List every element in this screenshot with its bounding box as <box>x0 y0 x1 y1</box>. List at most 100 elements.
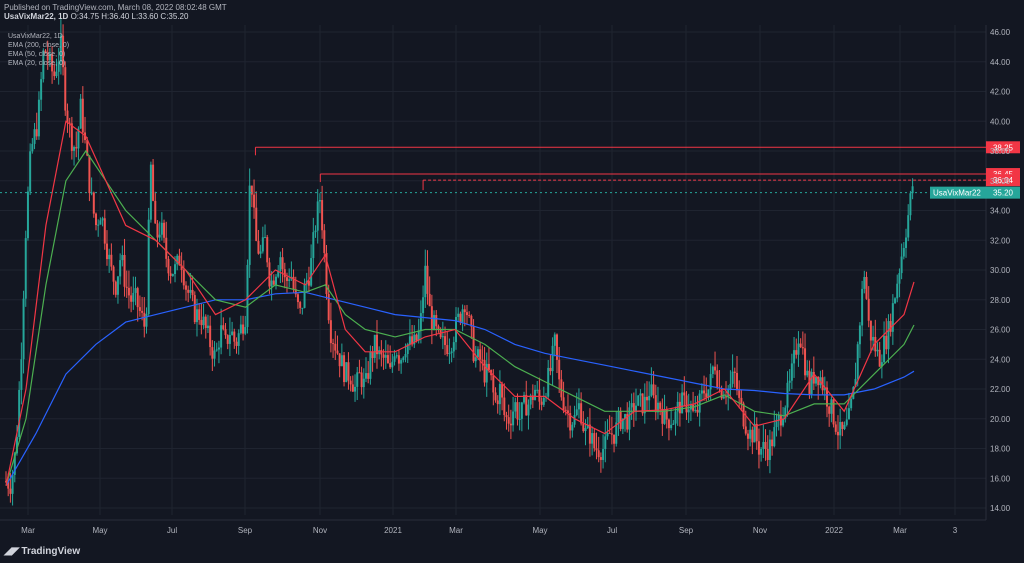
candle-body <box>68 122 71 124</box>
candle-body <box>154 200 157 224</box>
candle-body <box>613 434 616 444</box>
x-tick-label: Nov <box>753 526 767 535</box>
price-axis[interactable]: 14.00 16.00 18.00 20.00 22.00 24.00 26.00 28.00… <box>990 28 1011 513</box>
candle-body <box>163 222 166 238</box>
candle-body <box>136 288 139 308</box>
legend-ema-200[interactable]: EMA (200, close, 0) <box>8 42 70 49</box>
y-tick-label: 32.00 <box>990 236 1011 245</box>
candle-body <box>588 424 591 444</box>
candle-body <box>105 243 108 260</box>
candle-body <box>307 280 310 286</box>
candle-body <box>586 424 589 428</box>
legend-ema-50[interactable]: EMA (50, close, 0) <box>8 51 66 58</box>
candle-body <box>354 386 357 392</box>
candle-body <box>735 372 738 391</box>
candle-body <box>167 258 170 274</box>
time-axis[interactable]: Mar May Jul Sep Nov 2021 Mar May Jul Sep Nov 2022 Ma… <box>21 526 958 535</box>
candle-body <box>373 334 376 359</box>
candle-body <box>830 399 833 414</box>
candle-body <box>795 350 798 355</box>
candle-body <box>224 329 227 336</box>
candle-body <box>450 351 453 354</box>
candle-body <box>731 371 734 384</box>
candle-body <box>345 362 348 383</box>
candle-body <box>692 404 695 411</box>
candle-body <box>211 347 214 359</box>
candle-body <box>885 335 888 350</box>
candle-body <box>549 367 552 372</box>
candle-body <box>226 335 229 344</box>
candle-body <box>841 422 844 429</box>
candle-body <box>433 315 436 330</box>
candle-body <box>643 396 646 414</box>
candle-body <box>147 219 150 314</box>
candle-body <box>637 395 640 406</box>
candle-body <box>564 409 567 411</box>
x-tick-label: Mar <box>21 526 35 535</box>
candle-body <box>233 331 236 342</box>
candle-body <box>641 393 644 414</box>
candle-body <box>711 366 714 375</box>
candle-body <box>505 415 508 418</box>
candle-body <box>202 316 205 326</box>
candle-body <box>198 309 201 320</box>
candle-body <box>257 240 260 254</box>
candle-body <box>26 191 29 239</box>
candle-body <box>560 379 563 398</box>
candle-body <box>141 310 144 313</box>
candle-body <box>617 411 620 423</box>
candle-body <box>75 147 78 149</box>
candle-body <box>542 397 545 405</box>
candle-body <box>667 419 670 429</box>
x-tick-label: 3 <box>953 526 958 535</box>
candle-body <box>239 324 242 334</box>
candle-body <box>487 363 490 370</box>
candle-body <box>599 457 602 460</box>
legend-ema-20[interactable]: EMA (20, close, 0) <box>8 60 66 67</box>
candle-body <box>351 384 354 392</box>
candle-body <box>114 281 117 295</box>
candle-body <box>119 260 122 277</box>
candle-body <box>891 303 894 332</box>
candle-body <box>103 218 106 244</box>
candle-body <box>217 347 220 350</box>
candle-body <box>121 254 124 261</box>
candle-body <box>740 397 743 404</box>
y-tick-label: 30.00 <box>990 266 1011 275</box>
candle-body <box>411 336 414 345</box>
candle-body <box>169 273 172 276</box>
candle-body <box>661 408 664 424</box>
legend-symbol[interactable]: UsaVixMar22, 1D <box>8 33 63 40</box>
candle-body <box>529 395 532 405</box>
candle-body <box>365 373 368 379</box>
candle-body <box>24 238 27 299</box>
candle-body <box>492 375 495 393</box>
symbol-price-tag[interactable] <box>930 186 986 199</box>
candle-body <box>714 366 717 371</box>
candle-body <box>62 35 65 68</box>
candles <box>5 19 914 506</box>
candle-body <box>406 344 409 355</box>
candle-body <box>73 147 76 151</box>
candle-body <box>562 397 565 410</box>
level-price-label: 36.04 <box>993 176 1014 185</box>
candle-body <box>876 349 879 352</box>
candle-body <box>595 448 598 451</box>
candle-body <box>874 336 877 352</box>
x-tick-label: May <box>532 526 547 535</box>
candle-body <box>13 453 16 475</box>
candle-body <box>288 279 291 281</box>
candle-body <box>367 373 370 379</box>
symbol-ohlc-line: UsaVixMar22, 1D O:34.75 H:36.40 L:33.60 … <box>4 12 188 21</box>
candle-body <box>687 409 690 413</box>
candle-body <box>883 335 886 363</box>
candle-body <box>602 449 605 460</box>
candle-body <box>639 393 642 396</box>
candle-body <box>773 427 776 447</box>
level-price-badge <box>986 174 1020 187</box>
candle-body <box>79 98 82 129</box>
chart-grid <box>0 25 987 521</box>
tradingview-logo[interactable]: ◢◤ TradingView <box>4 546 80 557</box>
